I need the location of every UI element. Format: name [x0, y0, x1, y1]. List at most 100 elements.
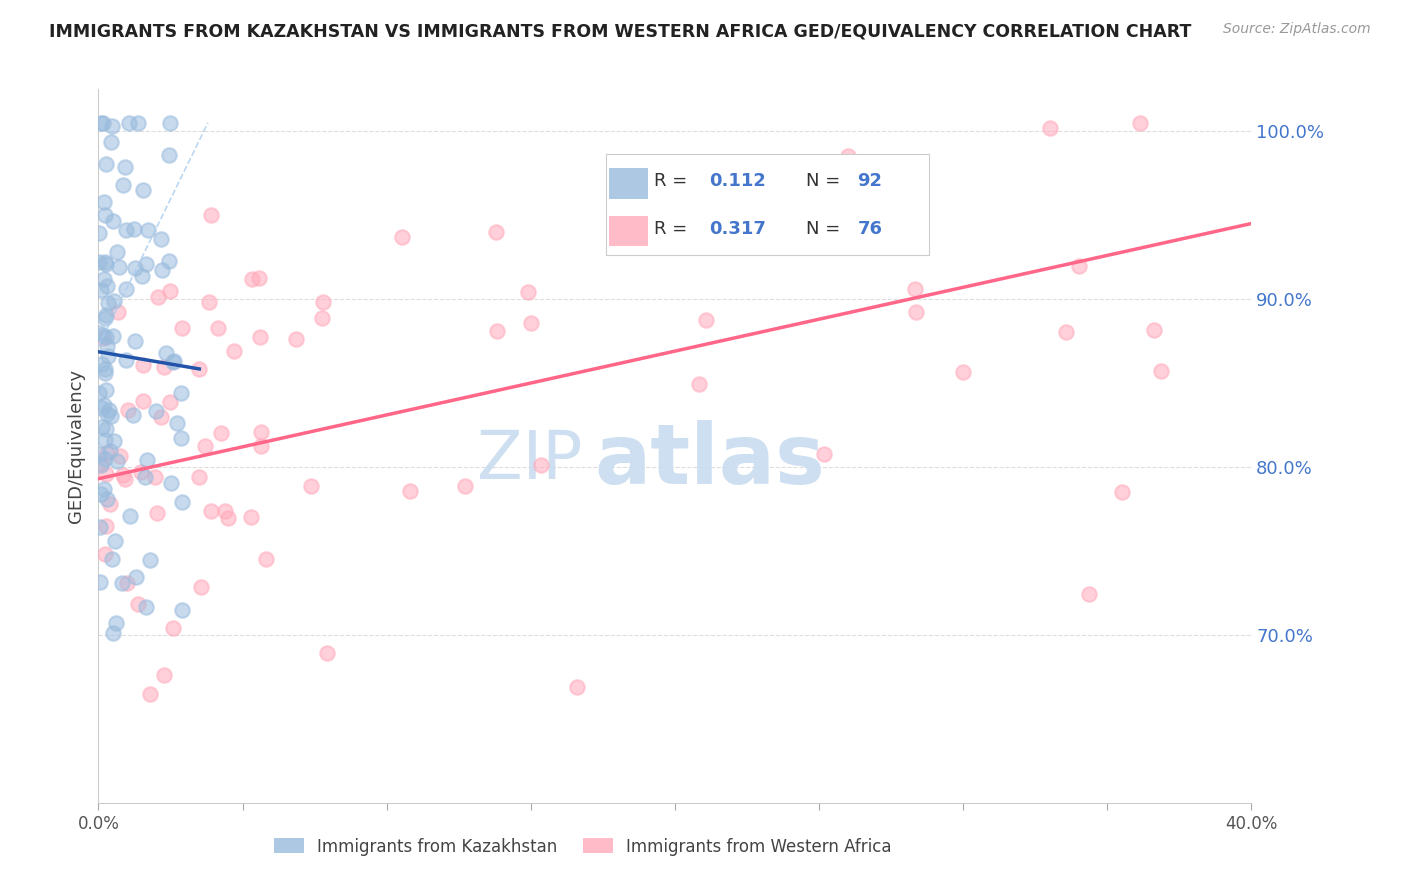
Point	[90, 283, 112, 297]
Point	[200, 208, 222, 222]
Point	[94, 311, 117, 326]
Point	[312, 295, 335, 310]
Point	[952, 366, 974, 380]
Point	[145, 404, 167, 418]
Point	[813, 447, 835, 461]
Point	[131, 268, 153, 283]
Point	[132, 183, 155, 197]
Point	[1054, 325, 1077, 339]
Point	[139, 553, 162, 567]
Point	[135, 453, 157, 467]
Point	[1143, 323, 1166, 337]
Point	[89, 574, 111, 589]
Point	[250, 439, 273, 453]
Point	[200, 504, 222, 518]
Point	[94, 308, 117, 322]
Point	[103, 434, 125, 449]
Point	[485, 226, 508, 240]
Point	[90, 458, 112, 472]
Point	[96, 422, 118, 436]
Text: 76: 76	[858, 220, 883, 238]
Point	[207, 320, 229, 334]
Point	[104, 616, 127, 631]
Point	[194, 439, 217, 453]
Point	[688, 376, 710, 391]
Text: 92: 92	[858, 172, 883, 191]
Text: IMMIGRANTS FROM KAZAKHSTAN VS IMMIGRANTS FROM WESTERN AFRICA GED/EQUIVALENCY COR: IMMIGRANTS FROM KAZAKHSTAN VS IMMIGRANTS…	[49, 22, 1192, 40]
Point	[1078, 587, 1101, 601]
Point	[101, 551, 124, 566]
Point	[837, 149, 859, 163]
Point	[114, 223, 136, 237]
Point	[146, 506, 169, 520]
Point	[1111, 484, 1133, 499]
Point	[157, 253, 180, 268]
FancyBboxPatch shape	[609, 169, 648, 199]
Point	[240, 272, 263, 286]
Point	[311, 310, 333, 325]
Point	[89, 386, 111, 401]
Point	[188, 470, 211, 484]
Point	[152, 359, 174, 374]
Point	[94, 547, 117, 561]
Point	[209, 425, 232, 440]
Point	[96, 157, 118, 171]
Point	[391, 229, 413, 244]
Point	[170, 386, 193, 401]
Point	[150, 263, 173, 277]
Point	[129, 465, 152, 479]
Point	[222, 343, 245, 358]
Point	[127, 597, 149, 611]
Point	[98, 497, 121, 511]
Point	[96, 491, 118, 506]
Point	[486, 325, 509, 339]
Point	[143, 470, 166, 484]
Point	[94, 451, 117, 466]
Point	[136, 223, 159, 237]
Point	[163, 354, 186, 368]
Point	[250, 425, 273, 439]
Point	[118, 116, 141, 130]
Y-axis label: GED/Equivalency: GED/Equivalency	[66, 369, 84, 523]
Point	[93, 398, 115, 412]
Text: 0.112: 0.112	[709, 172, 766, 191]
Point	[159, 476, 181, 491]
Point	[159, 395, 181, 409]
Point	[96, 279, 118, 293]
Point	[100, 409, 122, 424]
Point	[107, 304, 129, 318]
Point	[122, 409, 145, 423]
FancyBboxPatch shape	[609, 216, 648, 246]
Legend: Immigrants from Kazakhstan, Immigrants from Western Africa: Immigrants from Kazakhstan, Immigrants f…	[267, 831, 898, 863]
Point	[101, 626, 124, 640]
Point	[115, 352, 138, 367]
Point	[94, 467, 117, 482]
Point	[93, 433, 115, 447]
Point	[87, 227, 110, 241]
Point	[285, 332, 308, 346]
Point	[111, 575, 134, 590]
Point	[96, 408, 118, 422]
Text: 0.317: 0.317	[709, 220, 766, 238]
Point	[134, 470, 156, 484]
Text: R =: R =	[654, 172, 688, 191]
Point	[93, 483, 115, 497]
Point	[96, 445, 118, 459]
Point	[124, 260, 146, 275]
Point	[170, 603, 193, 617]
Text: ZIP: ZIP	[477, 427, 582, 493]
Point	[139, 687, 162, 701]
Point	[93, 271, 115, 285]
Point	[190, 580, 212, 594]
Point	[96, 383, 118, 397]
Point	[1039, 120, 1062, 135]
Point	[91, 327, 114, 342]
Point	[89, 447, 111, 461]
Point	[1129, 116, 1152, 130]
Point	[96, 339, 118, 353]
Point	[904, 282, 927, 296]
Point	[249, 330, 271, 344]
Point	[94, 330, 117, 344]
Point	[111, 178, 134, 193]
Point	[90, 116, 112, 130]
